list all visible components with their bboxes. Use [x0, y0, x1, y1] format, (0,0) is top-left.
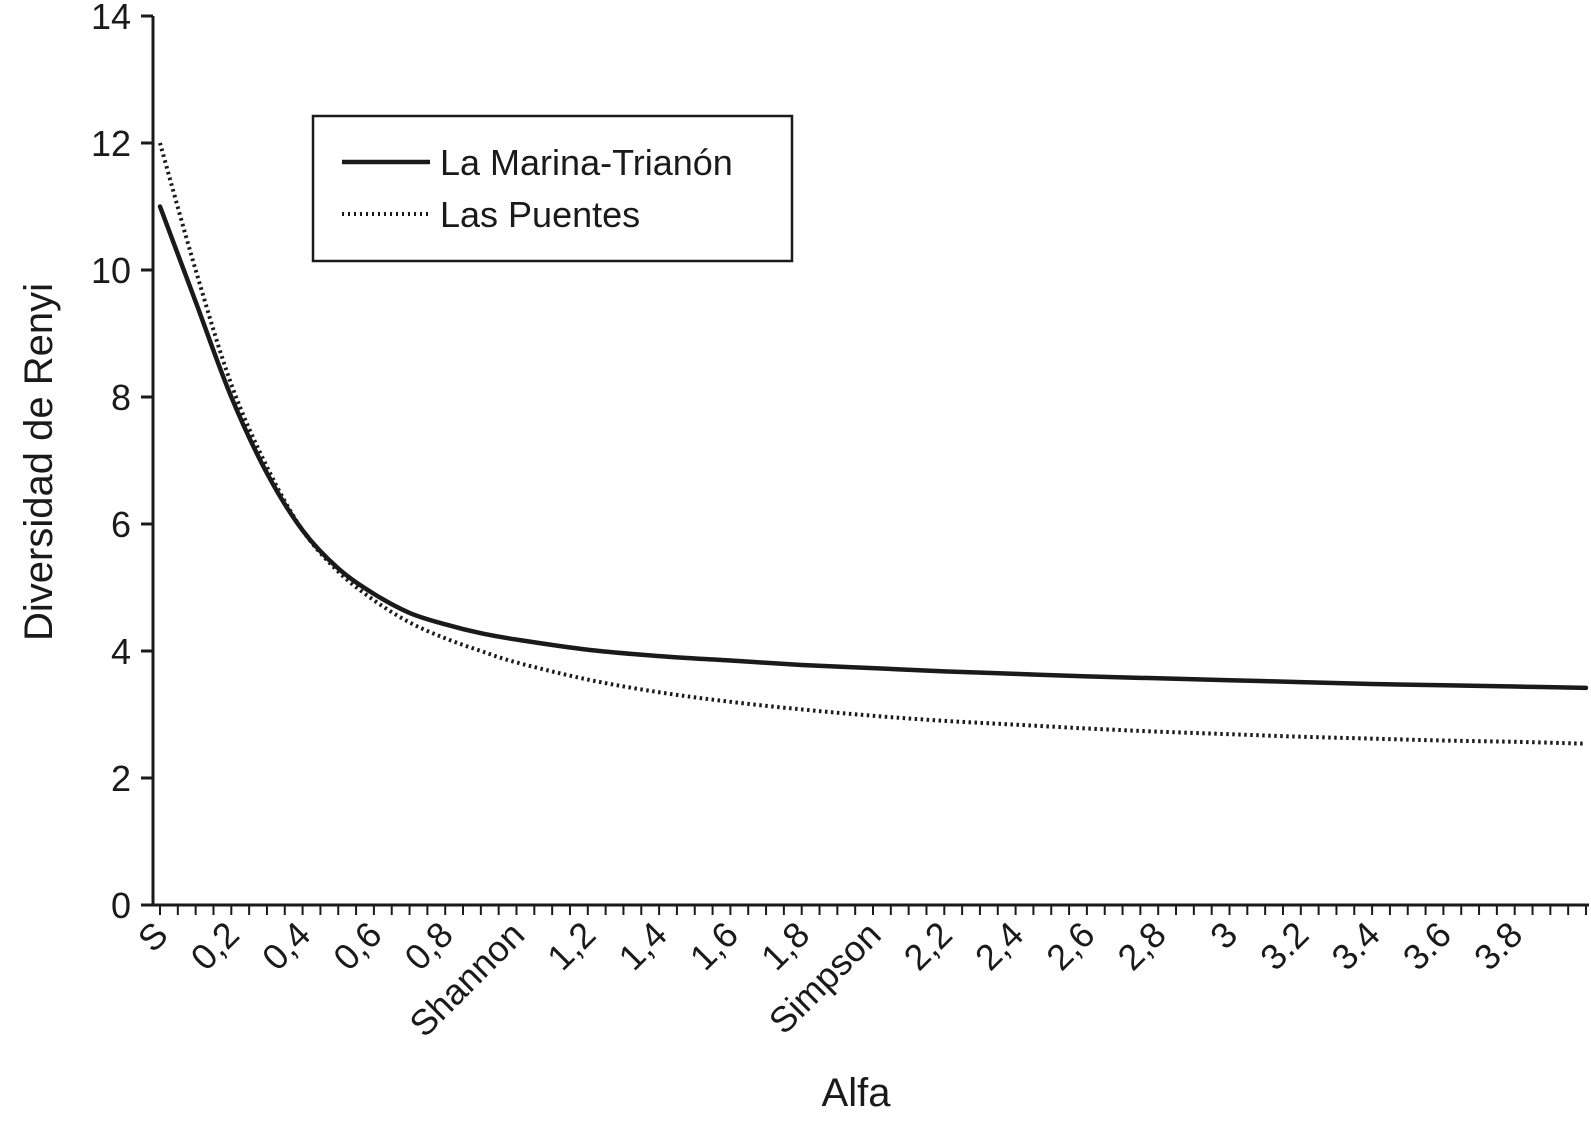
- x-tick-label: 2,8: [1109, 914, 1173, 978]
- x-tick-label: 3.2: [1252, 914, 1316, 978]
- x-tick-label: S: [130, 914, 176, 960]
- y-tick-label: 2: [111, 758, 131, 799]
- x-tick-label: 1,4: [610, 914, 674, 978]
- y-tick-label: 6: [111, 504, 131, 545]
- x-axis-title: Alfa: [822, 1071, 892, 1115]
- series-line-las-puentes: [158, 142, 1587, 746]
- series-layer: [157, 142, 1589, 746]
- x-tick-label: 1,2: [539, 914, 603, 978]
- y-tick-label: 10: [91, 250, 131, 291]
- y-tick-label: 8: [111, 377, 131, 418]
- x-tick-label: 0,4: [254, 914, 318, 978]
- y-axis-title: Diversidad de Renyi: [17, 283, 61, 641]
- x-tick-label: 3.6: [1395, 914, 1459, 978]
- legend: La Marina-Trianón Las Puentes: [311, 114, 794, 263]
- y-tick-label: 12: [91, 123, 131, 164]
- x-tick-label: 3.4: [1323, 914, 1387, 978]
- legend-label-la-marina-trianon: La Marina-Trianón: [440, 142, 733, 183]
- y-axis-ticks: 0 2 4 6 8 10 12 14: [91, 0, 153, 926]
- x-tick-label: 3.8: [1466, 914, 1530, 978]
- x-tick-label: 2,2: [896, 914, 960, 978]
- y-tick-label: 4: [111, 631, 131, 672]
- x-tick-label: 0,2: [183, 914, 247, 978]
- y-tick-label: 14: [91, 0, 131, 37]
- x-tick-label: 2,4: [967, 914, 1031, 978]
- legend-box: [311, 114, 794, 263]
- x-tick-label: 1,6: [682, 914, 746, 978]
- y-tick-label: 0: [111, 885, 131, 926]
- legend-label-las-puentes: Las Puentes: [440, 194, 640, 235]
- x-tick-label: 3: [1202, 914, 1245, 957]
- x-tick-label: 2,6: [1038, 914, 1102, 978]
- x-tick-label: 0,6: [325, 914, 389, 978]
- series-line-la-marina-trianon: [157, 204, 1589, 691]
